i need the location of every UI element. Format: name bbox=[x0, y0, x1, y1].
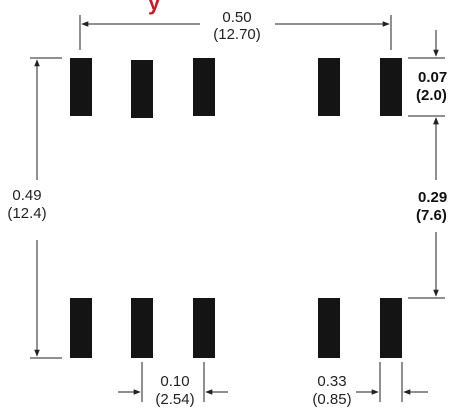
pitch-dimension bbox=[118, 362, 228, 402]
pad bbox=[131, 298, 153, 358]
overall-width-inch: 0.50 bbox=[222, 9, 251, 26]
pad bbox=[380, 58, 402, 116]
pitch-mm: (2.54) bbox=[155, 391, 194, 408]
overall-height-mm: (12.4) bbox=[7, 205, 46, 222]
overall-height-dimension bbox=[30, 57, 62, 359]
pad bbox=[318, 298, 340, 358]
overall-height-inch: 0.49 bbox=[12, 187, 41, 204]
pad-width-inch: 0.33 bbox=[317, 373, 346, 390]
pad-width-dimension bbox=[356, 362, 428, 402]
pad bbox=[318, 58, 340, 116]
pad-width-mm: (0.85) bbox=[312, 391, 351, 408]
pad bbox=[70, 298, 92, 358]
pad bbox=[70, 58, 92, 116]
title-fragment: y bbox=[148, 0, 161, 15]
overall-width-mm: (12.70) bbox=[213, 26, 261, 43]
pad-height-mm: (2.0) bbox=[416, 87, 447, 104]
row-gap-inch: 0.29 bbox=[418, 189, 447, 206]
pitch-inch: 0.10 bbox=[160, 373, 189, 390]
pad bbox=[193, 298, 215, 358]
row-gap-mm: (7.6) bbox=[416, 207, 447, 224]
pad bbox=[131, 60, 153, 118]
pad bbox=[380, 298, 402, 358]
pad bbox=[193, 58, 215, 116]
row-gap-dimension bbox=[408, 117, 445, 299]
overall-width-dimension bbox=[79, 15, 392, 50]
pad-height-inch: 0.07 bbox=[418, 69, 447, 86]
pads-bottom-row bbox=[70, 298, 402, 358]
pads-top-row bbox=[70, 58, 402, 118]
